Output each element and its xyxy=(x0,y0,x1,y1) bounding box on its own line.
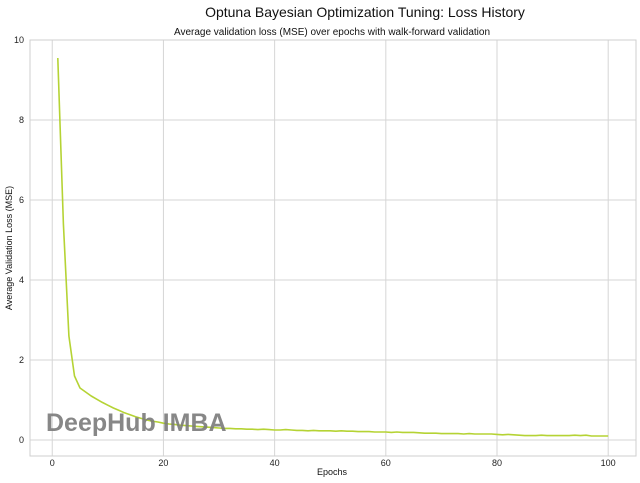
y-tick-label: 0 xyxy=(19,435,24,445)
y-axis-label: Average Validation Loss (MSE) xyxy=(4,186,14,310)
tick-labels: 0 20 40 60 80 100 0 2 4 6 8 10 xyxy=(14,35,616,468)
grid xyxy=(30,39,636,456)
x-tick-label: 80 xyxy=(492,458,502,468)
x-tick-label: 40 xyxy=(270,458,280,468)
watermark: DeepHub IMBA xyxy=(46,409,227,437)
y-tick-label: 4 xyxy=(19,275,24,285)
x-tick-label: 100 xyxy=(601,458,616,468)
x-tick-label: 60 xyxy=(381,458,391,468)
x-tick-label: 20 xyxy=(158,458,168,468)
loss-line xyxy=(57,57,609,437)
y-tick-label: 10 xyxy=(14,35,24,45)
y-tick-label: 6 xyxy=(19,195,24,205)
chart-subtitle: Average validation loss (MSE) over epoch… xyxy=(174,27,490,38)
y-tick-label: 2 xyxy=(19,355,24,365)
chart-title: Optuna Bayesian Optimization Tuning: Los… xyxy=(205,4,525,20)
x-tick-label: 0 xyxy=(50,458,55,468)
plot-frame xyxy=(29,39,637,457)
x-axis-label: Epochs xyxy=(317,467,348,477)
y-tick-label: 8 xyxy=(19,115,24,125)
